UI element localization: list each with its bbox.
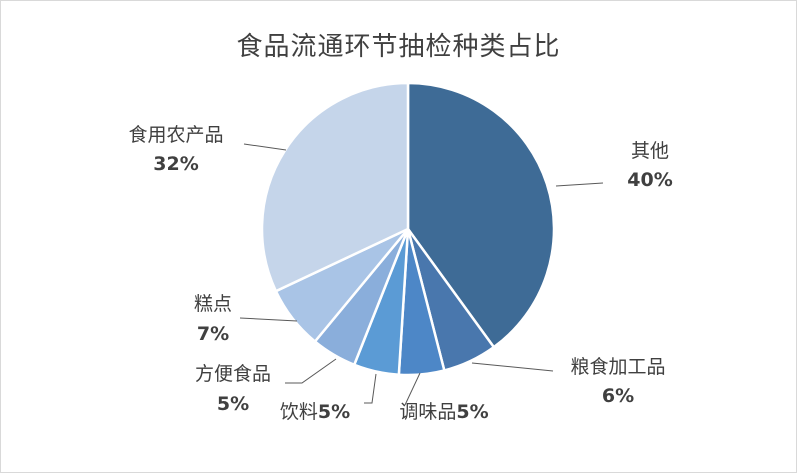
slice-label: 调味品5% <box>399 401 488 423</box>
chart-title: 食品流通环节抽检种类占比 <box>236 32 561 62</box>
slice-name: 其他 <box>631 140 669 162</box>
slice-name: 饮料 <box>280 401 318 423</box>
leader-line <box>285 358 337 384</box>
pie-slices <box>260 81 556 377</box>
leader-line <box>555 182 604 187</box>
leader-line <box>243 143 287 151</box>
leader-lines <box>239 143 604 406</box>
slice-percent: 5% <box>318 401 350 423</box>
slice-label: 饮料5% <box>280 401 350 423</box>
slice-percent: 32% <box>153 153 198 175</box>
slice-name: 方便食品 <box>195 363 271 385</box>
slice-name: 食用农产品 <box>128 124 223 146</box>
slice-percent: 7% <box>197 323 229 345</box>
slice-name: 糕点 <box>194 293 232 315</box>
slice-name: 粮食加工品 <box>570 356 665 378</box>
pie-slice <box>406 81 556 349</box>
slice-name: 调味品 <box>399 401 456 423</box>
leader-line <box>239 317 298 322</box>
slice-percent: 5% <box>456 401 488 423</box>
slice-percent: 5% <box>217 393 249 415</box>
slice-percent: 6% <box>602 385 634 407</box>
slice-percent: 40% <box>627 169 672 191</box>
leader-line <box>364 373 377 404</box>
leader-line <box>471 362 554 372</box>
leader-line <box>404 372 421 406</box>
pie-slice <box>260 81 410 293</box>
